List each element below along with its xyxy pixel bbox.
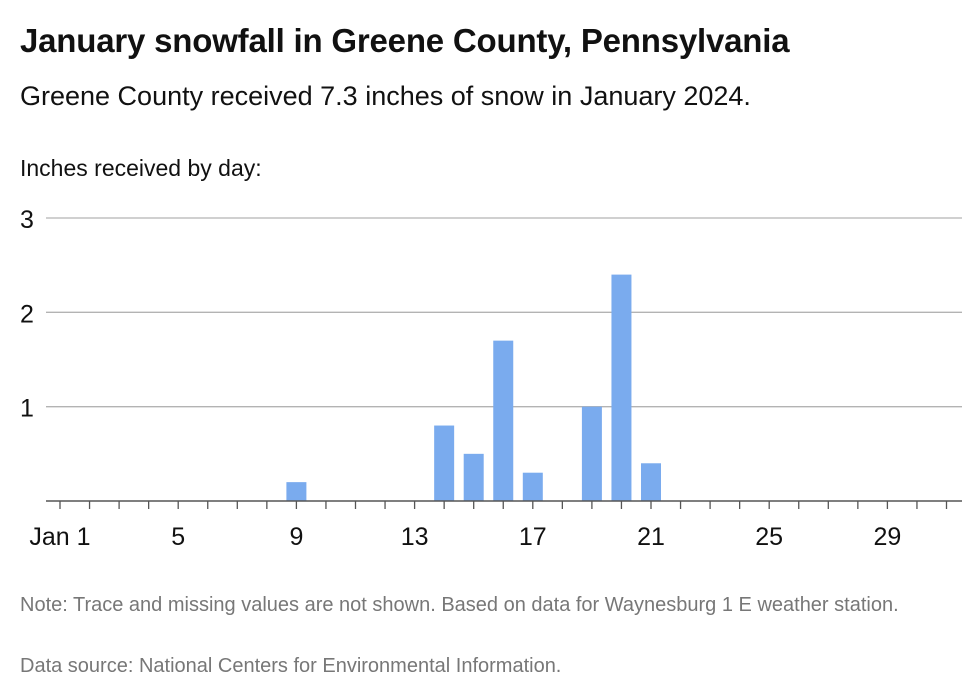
x-tick-label: 17	[519, 523, 547, 551]
y-axis-caption: Inches received by day:	[20, 155, 262, 181]
data-source: Data source: National Centers for Enviro…	[20, 655, 562, 677]
bar-day-20	[611, 274, 632, 501]
x-tick-label: 5	[171, 523, 185, 551]
bar-day-16	[493, 340, 514, 501]
bar-day-14	[434, 425, 455, 501]
bar-day-15	[463, 453, 484, 501]
gridlines: 1 2 3	[20, 206, 962, 423]
snowfall-bar-chart: 1 2 3 Jan 1 5 9 13 17 21 25 29	[20, 206, 962, 551]
chart-subtitle: Greene County received 7.3 inches of sno…	[20, 81, 751, 111]
x-tick-label: 29	[873, 523, 901, 551]
bar-day-9	[286, 482, 307, 501]
y-tick-label: 3	[20, 206, 34, 234]
x-tick-label: 13	[401, 523, 429, 551]
x-tick-label: 9	[289, 523, 303, 551]
bar-day-21	[641, 463, 661, 501]
bar-day-19	[581, 406, 602, 501]
x-tick-label: 25	[755, 523, 783, 551]
bars	[286, 274, 661, 501]
y-tick-label: 1	[20, 395, 34, 423]
bar-day-17	[522, 472, 543, 501]
chart-title: January snowfall in Greene County, Penns…	[20, 22, 790, 59]
y-tick-label: 2	[20, 300, 34, 328]
x-tick-label: Jan 1	[29, 523, 90, 551]
x-axis: Jan 1 5 9 13 17 21 25 29	[29, 500, 962, 551]
x-tick-label: 21	[637, 523, 665, 551]
chart-note: Note: Trace and missing values are not s…	[20, 594, 899, 616]
